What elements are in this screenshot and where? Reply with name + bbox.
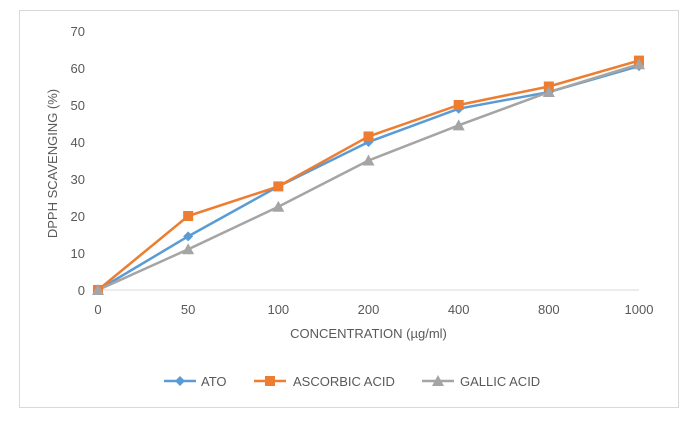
y-axis-ticks: 0 10 20 30 40 50 60 70 [71,24,85,298]
y-tick-label: 0 [78,283,85,298]
x-tick-label: 1000 [625,302,654,317]
x-tick-label: 800 [538,302,560,317]
data-point [363,131,374,142]
legend-marker [432,375,444,386]
data-point [182,243,195,255]
series-line-1 [97,59,640,291]
legend-marker [265,376,275,386]
data-point [273,181,284,192]
x-tick-label: 200 [358,302,380,317]
data-point [452,119,465,131]
legend-label: GALLIC ACID [460,374,540,389]
legend: ATO ASCORBIC ACID GALLIC ACID [164,374,540,389]
legend-label: ASCORBIC ACID [293,374,395,389]
data-point [633,58,645,70]
legend-marker [175,376,185,386]
y-axis-title: DPPH SCAVENGING (%) [45,89,60,238]
series-line-0 [97,64,640,292]
chart-frame [19,10,679,408]
data-point [183,231,194,242]
y-tick-label: 70 [71,24,85,39]
y-tick-label: 60 [71,61,85,76]
series-line-2 [97,63,640,292]
y-tick-label: 50 [71,98,85,113]
y-tick-label: 40 [71,135,85,150]
x-axis-title: CONCENTRATION (µg/ml) [290,326,447,341]
x-tick-label: 50 [181,302,195,317]
data-point [362,154,375,166]
legend-label: ATO [201,374,227,389]
y-tick-label: 20 [71,209,85,224]
data-point [272,200,285,212]
y-tick-label: 30 [71,172,85,187]
data-point [542,86,555,98]
x-tick-label: 400 [448,302,470,317]
x-tick-label: 0 [94,302,101,317]
series-markers [92,55,645,295]
y-tick-label: 10 [71,246,85,261]
data-point [453,100,464,110]
x-axis-ticks: 0 50 100 200 400 800 1000 [94,302,653,317]
data-point [183,211,194,221]
data-point [92,284,104,295]
series-lines [97,59,640,292]
x-tick-label: 100 [267,302,289,317]
